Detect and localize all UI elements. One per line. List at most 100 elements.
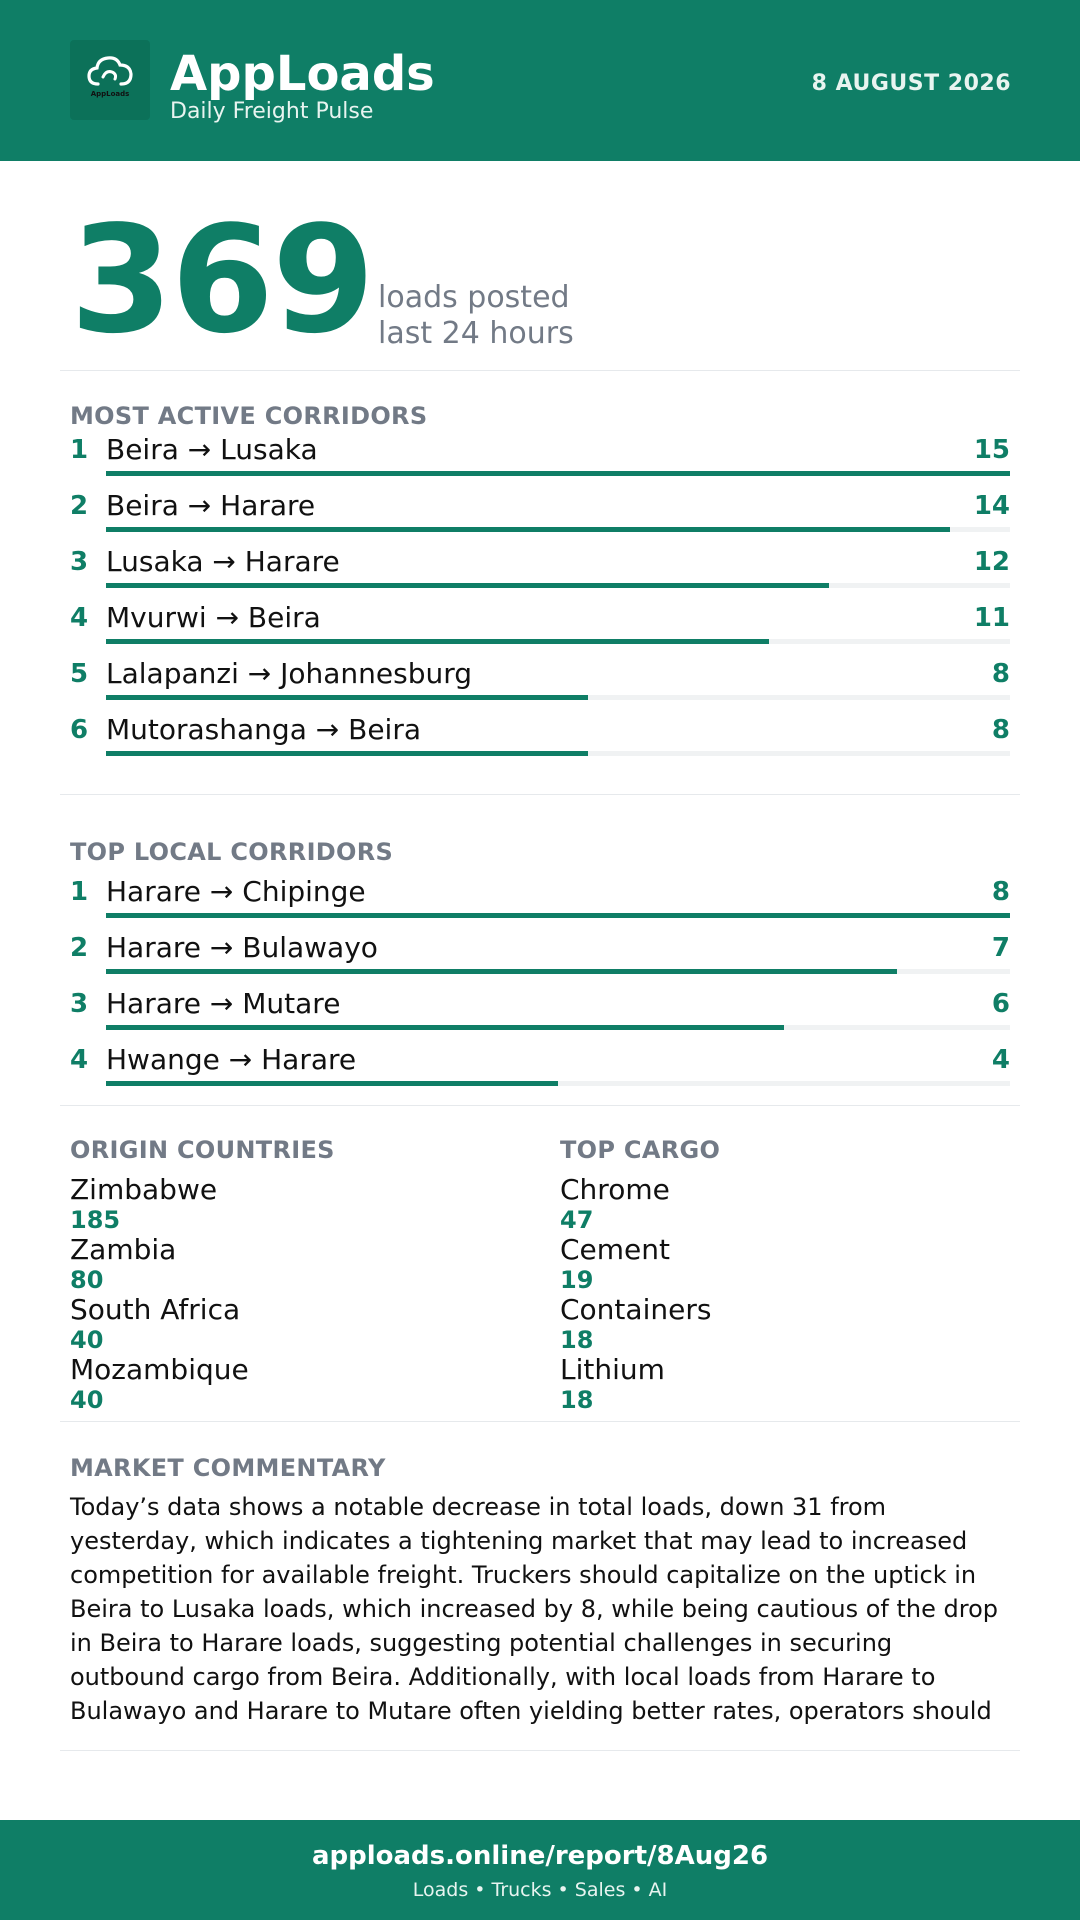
corridor-row: 3 Lusaka → Harare 12 xyxy=(0,546,1080,602)
top-cargo-title: TOP CARGO xyxy=(560,1136,721,1164)
corridor-route: Harare → Mutare xyxy=(106,987,341,1020)
corridor-rank: 5 xyxy=(70,659,89,689)
corridor-bar-track xyxy=(106,1025,1010,1030)
origin-countries: ORIGIN COUNTRIES Zimbabwe 185 Zambia 80 Sout… xyxy=(70,1136,530,1414)
corridor-row: 4 Mvurwi → Beira 11 xyxy=(0,602,1080,658)
divider xyxy=(60,1105,1020,1106)
total-loads-label: loads posted xyxy=(378,280,570,315)
commentary-title: MARKET COMMENTARY xyxy=(70,1454,386,1482)
footer-tagline: Loads • Trucks • Sales • AI xyxy=(412,1879,668,1901)
corridor-bar-track xyxy=(106,913,1010,918)
corridor-bar-fill xyxy=(106,471,1010,476)
cargo-count: 19 xyxy=(560,1266,594,1294)
corridor-bar-track xyxy=(106,1081,1010,1086)
brand-title: AppLoads xyxy=(170,46,435,102)
header: AppLoads AppLoads Daily Freight Pulse 8 … xyxy=(0,0,1080,161)
corridor-bar-track xyxy=(106,751,1010,756)
corridor-route: Beira → Harare xyxy=(106,489,316,522)
origin-country-name: South Africa xyxy=(70,1293,241,1326)
cloud-icon xyxy=(87,56,133,86)
origin-country-name: Zimbabwe xyxy=(70,1173,218,1206)
cargo-list: Chrome 47 Cement 19 Containers 18 Lithium 18 xyxy=(560,1173,1020,1415)
corridor-bar-track xyxy=(106,639,1010,644)
corridor-route: Hwange → Harare xyxy=(106,1043,357,1076)
corridor-row: 6 Mutorashanga → Beira 8 xyxy=(0,714,1080,770)
corridor-row: 2 Harare → Bulawayo 7 xyxy=(0,932,1080,988)
corridor-route: Mvurwi → Beira xyxy=(106,601,321,634)
corridor-bar-fill xyxy=(106,969,897,974)
report-link[interactable]: apploads.online/report/8Aug26 xyxy=(311,1841,769,1871)
divider xyxy=(60,1421,1020,1422)
top-cargo: TOP CARGO Chrome 47 Cement 19 Containers 18 Li… xyxy=(560,1136,1020,1414)
corridor-count: 7 xyxy=(991,933,1010,963)
corridor-route: Mutorashanga → Beira xyxy=(106,713,421,746)
corridor-rank: 2 xyxy=(70,491,89,521)
report-date: 8 AUGUST 2026 xyxy=(811,71,1011,96)
corridor-bar-track xyxy=(106,527,1010,532)
footer: apploads.online/report/8Aug26 Loads • Tr… xyxy=(0,1820,1080,1920)
corridor-bar-fill xyxy=(106,695,589,700)
corridor-count: 12 xyxy=(973,547,1010,577)
corridor-bar-track xyxy=(106,969,1010,974)
corridor-row: 3 Harare → Mutare 6 xyxy=(0,988,1080,1044)
corridor-route: Harare → Chipinge xyxy=(106,875,366,908)
corridor-count: 8 xyxy=(991,877,1010,907)
corridor-count: 15 xyxy=(973,435,1010,465)
origin-countries-title: ORIGIN COUNTRIES xyxy=(70,1136,335,1164)
cargo-count: 18 xyxy=(560,1326,594,1354)
corridor-bar-track xyxy=(106,695,1010,700)
corridor-count: 8 xyxy=(991,715,1010,745)
cargo-name: Containers xyxy=(560,1293,712,1326)
divider xyxy=(60,794,1020,795)
corridor-bar-fill xyxy=(106,583,830,588)
top-local-title: TOP LOCAL CORRIDORS xyxy=(70,838,394,866)
corridor-bar-fill xyxy=(106,527,950,532)
total-loads-period: last 24 hours xyxy=(378,316,574,351)
corridor-count: 8 xyxy=(991,659,1010,689)
cargo-name: Lithium xyxy=(560,1353,665,1386)
brand-tagline: Daily Freight Pulse xyxy=(170,99,374,124)
logo-text: AppLoads xyxy=(90,90,130,98)
corridor-bar-track xyxy=(106,583,1010,588)
corridor-route: Lusaka → Harare xyxy=(106,545,340,578)
corridor-rank: 4 xyxy=(70,603,89,633)
cargo-name: Chrome xyxy=(560,1173,670,1206)
total-loads-value: 369 xyxy=(70,194,375,366)
corridor-row: 1 Beira → Lusaka 15 xyxy=(0,434,1080,490)
corridor-count: 4 xyxy=(991,1045,1010,1075)
origin-country-name: Zambia xyxy=(70,1233,177,1266)
corridor-route: Beira → Lusaka xyxy=(106,433,318,466)
logo: AppLoads xyxy=(70,40,150,120)
corridor-row: 1 Harare → Chipinge 8 xyxy=(0,876,1080,932)
most-active-title: MOST ACTIVE CORRIDORS xyxy=(70,402,428,430)
cargo-count: 18 xyxy=(560,1386,594,1414)
origin-list: Zimbabwe 185 Zambia 80 South Africa 40 Mozambi… xyxy=(70,1173,530,1415)
corridor-rank: 1 xyxy=(70,877,89,907)
divider xyxy=(60,1750,1020,1751)
commentary-text: Today’s data shows a notable decrease in… xyxy=(70,1493,999,1725)
origin-country-count: 80 xyxy=(70,1266,104,1294)
corridor-rank: 1 xyxy=(70,435,89,465)
corridor-bar-fill xyxy=(106,639,769,644)
corridor-rank: 6 xyxy=(70,715,89,745)
origin-country-count: 40 xyxy=(70,1326,104,1354)
corridor-rank: 4 xyxy=(70,1045,89,1075)
divider xyxy=(60,370,1020,371)
corridor-count: 6 xyxy=(991,989,1010,1019)
corridor-route: Lalapanzi → Johannesburg xyxy=(106,657,473,690)
corridor-rank: 3 xyxy=(70,989,89,1019)
corridor-row: 4 Hwange → Harare 4 xyxy=(0,1044,1080,1100)
corridor-bar-fill xyxy=(106,751,589,756)
corridor-row: 2 Beira → Harare 14 xyxy=(0,490,1080,546)
corridor-bar-track xyxy=(106,471,1010,476)
corridor-rank: 3 xyxy=(70,547,89,577)
corridor-rank: 2 xyxy=(70,933,89,963)
corridor-bar-fill xyxy=(106,1025,784,1030)
origin-country-name: Mozambique xyxy=(70,1353,249,1386)
corridor-count: 14 xyxy=(973,491,1010,521)
origin-country-count: 40 xyxy=(70,1386,104,1414)
cargo-count: 47 xyxy=(560,1206,594,1234)
cargo-name: Cement xyxy=(560,1233,671,1266)
corridor-row: 5 Lalapanzi → Johannesburg 8 xyxy=(0,658,1080,714)
corridor-bar-fill xyxy=(106,1081,558,1086)
